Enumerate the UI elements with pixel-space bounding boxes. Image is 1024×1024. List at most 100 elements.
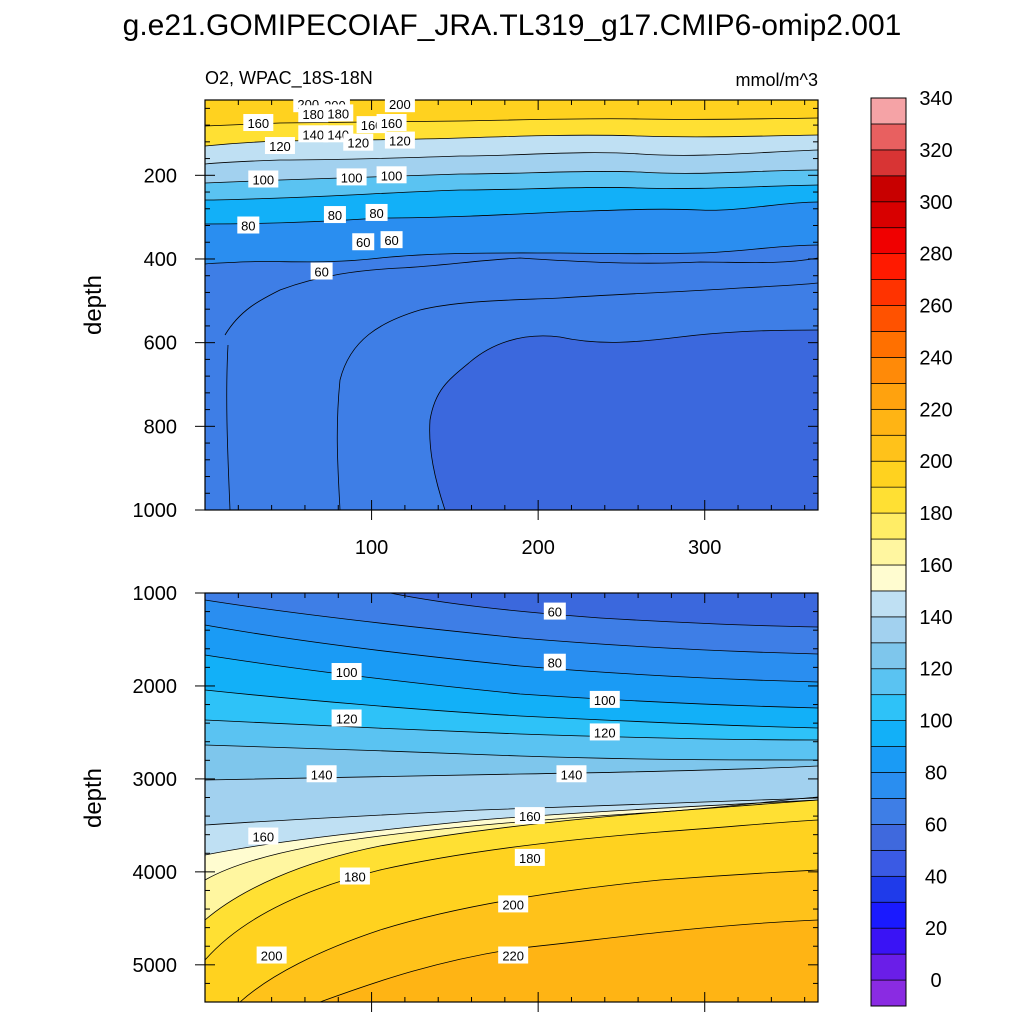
contour-label-box (298, 105, 329, 123)
contour-label: 100 (589, 690, 620, 708)
main-title: g.e21.GOMIPECOIAF_JRA.TL319_g17.CMIP6-om… (123, 9, 902, 42)
upper-x-tick-label: 100 (355, 537, 388, 559)
contour-label-box (514, 807, 545, 825)
colorbar-box (870, 720, 907, 747)
contour-label-text: 60 (356, 235, 370, 250)
lower-ticks (195, 592, 818, 1012)
contour-label-box (298, 125, 329, 143)
contour-label-text: 100 (336, 665, 358, 680)
contour-label: 60 (310, 262, 333, 280)
contour-label: 100 (376, 166, 407, 184)
contour-label-text: 120 (594, 725, 616, 740)
contour-label: 120 (264, 137, 295, 155)
lower-contour-110 (205, 719, 818, 741)
colorbar-box (870, 201, 907, 229)
contour-label-text: 100 (252, 172, 274, 187)
contour-label: 100 (336, 168, 367, 186)
contour-label: 80 (237, 216, 260, 234)
contour-label: 140 (556, 765, 587, 783)
colorbar-tick-label: 160 (919, 555, 952, 577)
colorbar-tick-label: 60 (925, 814, 947, 836)
lower-contour-120 (205, 744, 818, 761)
lower-contour-100 (205, 689, 818, 729)
upper-y-tick-label: 200 (144, 165, 177, 187)
lower-band-220 (320, 920, 818, 1002)
lower-band-100 (205, 655, 818, 728)
lower-contour-160 (205, 796, 818, 881)
upper-contour-labels: 2002002001801801601601601401401201201201… (237, 95, 415, 280)
contour-label: 180 (298, 105, 329, 123)
contour-label: 140 (298, 125, 329, 143)
contour-label: 100 (248, 170, 279, 188)
upper-contour-inner (226, 344, 231, 510)
upper-y-tick-label: 800 (144, 416, 177, 438)
lower-contour-140 (205, 797, 818, 826)
contour-label-text: 200 (502, 897, 524, 912)
contour-label-box (248, 827, 279, 845)
lower-band-80 (205, 600, 818, 682)
lower-contour-labels: 60 80 100 100 120 120 140 140 160 160 180 180 200 200… (248, 602, 620, 964)
colorbar-box (870, 668, 907, 696)
contour-label-box (331, 663, 362, 681)
colorbar-tick-label: 40 (925, 866, 947, 888)
colorbar-box (870, 564, 907, 592)
lower-band-130 (205, 745, 818, 780)
lower-y-tick-label: 1000 (133, 583, 178, 605)
lower-contour-80 (205, 624, 818, 683)
contour-label-box (543, 653, 566, 671)
contour-label-box (380, 231, 403, 249)
colorbar-box (870, 253, 907, 280)
contour-label: 120 (343, 133, 374, 151)
contour-label-text: 120 (347, 136, 369, 151)
upper-ticks (195, 100, 818, 520)
contour-label-text: 80 (328, 208, 342, 223)
contour-label-box (589, 690, 620, 708)
contour-label: 200 (498, 895, 529, 913)
contour-label-text: 60 (384, 233, 398, 248)
contour-label-text: 80 (241, 219, 255, 234)
lower-contour-60 (389, 593, 818, 628)
contour-label-box (310, 262, 333, 280)
colorbar-tick-label: 220 (919, 399, 952, 421)
lower-band-70 (205, 593, 818, 654)
contour-label-box (331, 709, 362, 727)
colorbar-box (870, 408, 907, 436)
colorbar-box (870, 512, 907, 540)
contour-label-box (376, 114, 407, 132)
contour-label-box (323, 206, 346, 224)
colorbar-tick-label: 0 (930, 970, 941, 992)
colorbar-box (870, 979, 907, 1007)
contour-label-box (243, 114, 274, 132)
contour-label-text: 220 (502, 949, 524, 964)
contour-label: 220 (498, 946, 529, 964)
contour-label: 120 (589, 723, 620, 741)
upper-panel: O2, WPAC_18S-18N mmol/m^3 (80, 68, 819, 559)
contour-label-box (323, 104, 354, 122)
colorbar-box (870, 590, 907, 618)
contour-label-text: 60 (548, 605, 562, 620)
contour-label-box (589, 723, 620, 741)
contour-label-text: 160 (252, 830, 274, 845)
contour-label: 160 (243, 114, 274, 132)
colorbar-tick-label: 200 (919, 451, 952, 473)
contour-label-text: 80 (369, 206, 383, 221)
colorbar-box (870, 849, 907, 877)
lower-y-tick-label: 5000 (133, 955, 178, 977)
lower-band-160 (205, 797, 818, 880)
lower-band-110 (205, 690, 818, 740)
colorbar-frame (870, 97, 907, 1007)
lower-contour-70 (205, 599, 818, 655)
colorbar-box (870, 123, 907, 151)
contour-label: 180 (339, 867, 370, 885)
contour-label-text: 140 (561, 767, 583, 782)
lower-y-tick-label: 3000 (133, 769, 178, 791)
contour-label-text: 100 (341, 170, 363, 185)
contour-label-text: 160 (381, 116, 403, 131)
upper-y-tick-label: 400 (144, 249, 177, 271)
colorbar-tick-label: 20 (925, 918, 947, 940)
contour-label-text: 200 (389, 97, 411, 112)
contour-label-text: 140 (311, 767, 333, 782)
lower-band-190 (205, 820, 818, 1002)
contour-label-text: 180 (344, 870, 366, 885)
colorbar-box (870, 149, 907, 177)
